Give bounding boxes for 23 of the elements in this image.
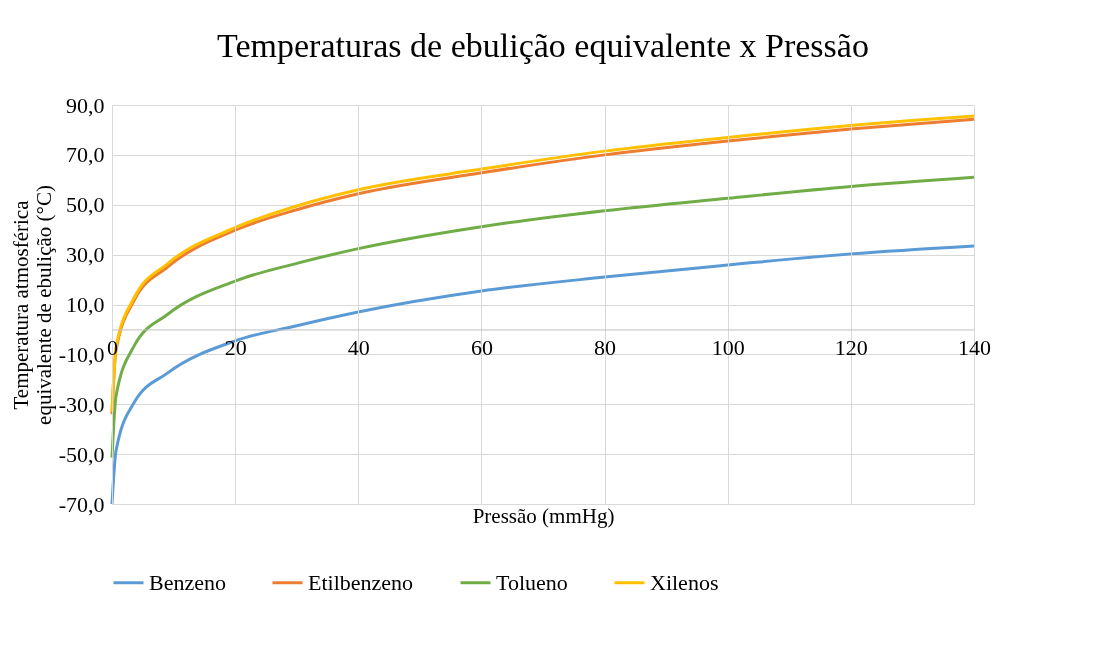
legend-label: Etilbenzeno xyxy=(308,569,414,595)
legend-label: Tolueno xyxy=(496,569,568,595)
y-tick-label: -70,0 xyxy=(58,491,105,517)
y-axis-title: Temperatura atmosférica equivalente de ebulição (°C) xyxy=(8,185,56,425)
y-tick-label: 70,0 xyxy=(66,142,105,168)
x-tick-label: 80 xyxy=(594,334,617,360)
y-tick-label: 10,0 xyxy=(66,292,105,317)
y-tick-label: -50,0 xyxy=(58,441,105,467)
y-tick-label: 30,0 xyxy=(66,242,105,268)
y-tick-label: 90,0 xyxy=(66,92,105,118)
x-tick-label: 140 xyxy=(958,334,991,360)
x-tick-label: 100 xyxy=(711,334,745,360)
y-tick-label: -10,0 xyxy=(58,341,105,367)
x-tick-label: 60 xyxy=(470,334,493,360)
y-tick-label: -30,0 xyxy=(58,391,105,417)
y-tick-label: 50,0 xyxy=(66,192,105,218)
chart-title: Temperaturas de ebulição equivalente x Pressão xyxy=(217,27,869,64)
legend-label: Xilenos xyxy=(650,569,719,595)
x-axis-title: Pressão (mmHg) xyxy=(472,503,615,528)
x-tick-label: 20 xyxy=(224,334,247,360)
legend-label: Benzeno xyxy=(149,569,226,595)
x-tick-label: 120 xyxy=(834,334,868,360)
x-tick-label: 40 xyxy=(347,334,370,360)
